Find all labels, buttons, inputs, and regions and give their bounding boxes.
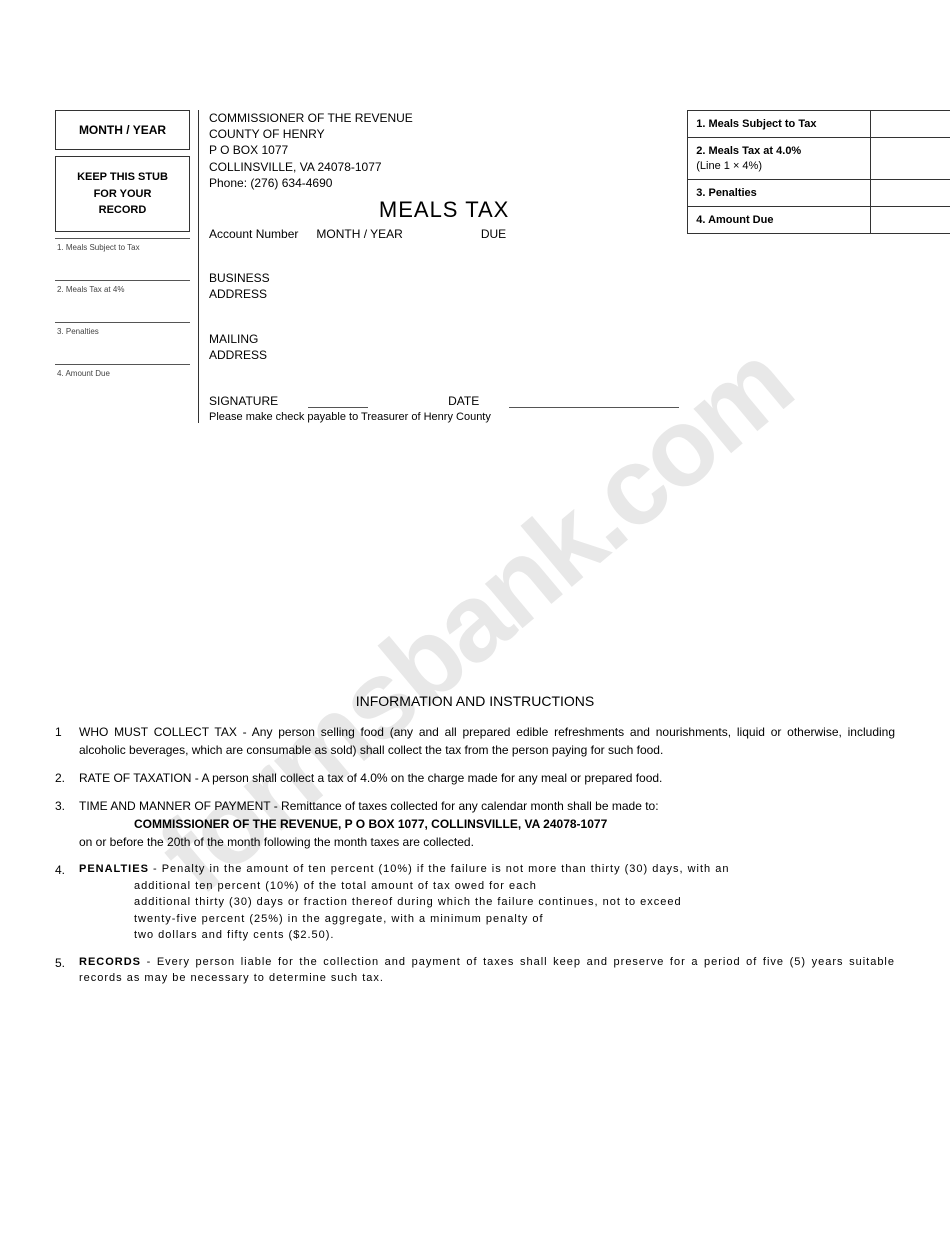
instruction-item-1: 1 WHO MUST COLLECT TAX - Any person sell…	[55, 723, 895, 759]
table-row: 3. Penalties	[688, 180, 950, 207]
tax-r1-label: 1. Meals Subject to Tax	[688, 111, 870, 137]
table-row: 1. Meals Subject to Tax	[688, 111, 950, 138]
date-label: DATE	[448, 394, 479, 408]
stub-month-year-box: MONTH / YEAR	[55, 110, 190, 150]
tax-r4-value[interactable]	[870, 207, 950, 233]
instr-5-body: RECORDS - Every person liable for the co…	[79, 954, 895, 987]
table-row: 2. Meals Tax at 4.0% (Line 1 × 4%)	[688, 138, 950, 180]
stub-column: MONTH / YEAR KEEP THIS STUB FOR YOUR REC…	[55, 110, 190, 423]
instruction-item-2: 2. RATE OF TAXATION - A person shall col…	[55, 769, 895, 787]
form-top: MONTH / YEAR KEEP THIS STUB FOR YOUR REC…	[55, 110, 895, 423]
stub-keep-2: FOR YOUR	[62, 186, 183, 203]
account-row: Account Number MONTH / YEAR DUE	[209, 227, 679, 241]
addr-line2: COUNTY OF HENRY	[209, 126, 679, 142]
addr-line4: COLLINSVILLE, VA 24078-1077	[209, 159, 679, 175]
instruction-item-5: 5. RECORDS - Every person liable for the…	[55, 954, 895, 987]
instr-1-num: 1	[55, 723, 79, 759]
page-content: MONTH / YEAR KEEP THIS STUB FOR YOUR REC…	[0, 0, 950, 987]
mailing-address-label: MAILING ADDRESS	[209, 332, 679, 363]
signature-line[interactable]	[308, 393, 368, 408]
instruction-item-4: 4. PENALTIES - Penalty in the amount of …	[55, 861, 895, 944]
main-column: COMMISSIONER OF THE REVENUE COUNTY OF HE…	[198, 110, 679, 423]
month-year-label: MONTH / YEAR	[316, 227, 402, 241]
tax-r2-label: 2. Meals Tax at 4.0% (Line 1 × 4%)	[688, 138, 870, 179]
instr-3-body: TIME AND MANNER OF PAYMENT - Remittance …	[79, 797, 895, 851]
stub-keep-3: RECORD	[62, 202, 183, 219]
addr-line5: Phone: (276) 634-4690	[209, 175, 679, 191]
tax-r3-label: 3. Penalties	[688, 180, 870, 206]
business-address-label: BUSINESS ADDRESS	[209, 271, 679, 302]
instr-3-num: 3.	[55, 797, 79, 851]
form-title: MEALS TAX	[209, 197, 679, 223]
table-row: 4. Amount Due	[688, 207, 950, 233]
instr-4-body: PENALTIES - Penalty in the amount of ten…	[79, 861, 895, 944]
stub-row-1: 1. Meals Subject to Tax	[55, 238, 190, 280]
stub-row-2: 2. Meals Tax at 4%	[55, 280, 190, 322]
due-label: DUE	[481, 227, 506, 241]
instr-4-l3: additional thirty (30) days or fraction …	[79, 894, 895, 911]
instr-4-l5: two dollars and fifty cents ($2.50).	[79, 927, 895, 944]
stub-keep-1: KEEP THIS STUB	[62, 169, 183, 186]
instr-3-addr: COMMISSIONER OF THE REVENUE, P O BOX 107…	[79, 815, 895, 833]
stub-row-4: 4. Amount Due	[55, 364, 190, 406]
tax-r1-value[interactable]	[870, 111, 950, 137]
stub-keep-box: KEEP THIS STUB FOR YOUR RECORD	[55, 156, 190, 232]
instr-4-l2: additional ten percent (10%) of the tota…	[79, 878, 895, 895]
instr-2-num: 2.	[55, 769, 79, 787]
instructions-section: INFORMATION AND INSTRUCTIONS 1 WHO MUST …	[55, 693, 895, 987]
tax-r2-value[interactable]	[870, 138, 950, 179]
instruction-item-3: 3. TIME AND MANNER OF PAYMENT - Remittan…	[55, 797, 895, 851]
instr-5-num: 5.	[55, 954, 79, 987]
right-column: 1. Meals Subject to Tax 2. Meals Tax at …	[687, 110, 950, 423]
signature-label: SIGNATURE	[209, 394, 278, 408]
instr-1-body: WHO MUST COLLECT TAX - Any person sellin…	[79, 723, 895, 759]
signature-row: SIGNATURE DATE	[209, 393, 679, 408]
addr-line1: COMMISSIONER OF THE REVENUE	[209, 110, 679, 126]
payable-note: Please make check payable to Treasurer o…	[209, 411, 679, 423]
tax-summary-table: 1. Meals Subject to Tax 2. Meals Tax at …	[687, 110, 950, 234]
tax-r4-label: 4. Amount Due	[688, 207, 870, 233]
tax-r3-value[interactable]	[870, 180, 950, 206]
date-line[interactable]	[509, 393, 679, 408]
stub-row-3: 3. Penalties	[55, 322, 190, 364]
instructions-title: INFORMATION AND INSTRUCTIONS	[55, 693, 895, 709]
instr-3-sub: on or before the 20th of the month follo…	[79, 833, 895, 851]
addr-line3: P O BOX 1077	[209, 142, 679, 158]
commissioner-address: COMMISSIONER OF THE REVENUE COUNTY OF HE…	[209, 110, 679, 191]
instr-4-num: 4.	[55, 861, 79, 944]
account-number-label: Account Number	[209, 227, 298, 241]
instr-4-l4: twenty-five percent (25%) in the aggrega…	[79, 911, 895, 928]
instr-2-body: RATE OF TAXATION - A person shall collec…	[79, 769, 895, 787]
